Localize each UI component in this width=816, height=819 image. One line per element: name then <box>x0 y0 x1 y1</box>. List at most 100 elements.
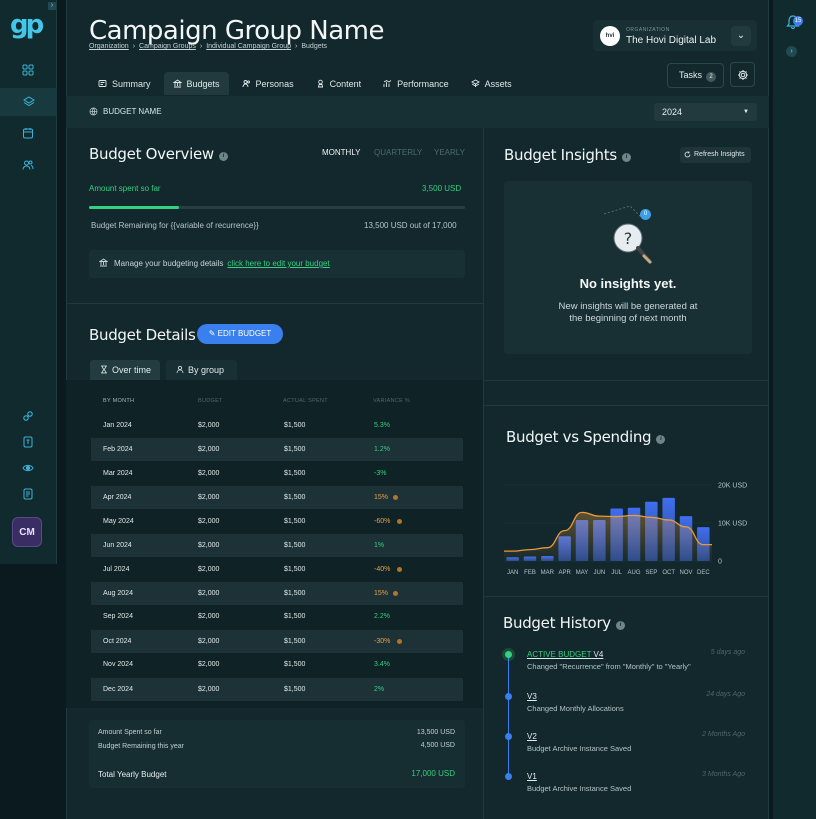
history-dot <box>505 733 512 740</box>
y-tick-label: 20K USD <box>718 483 747 490</box>
manage-budget-banner: Manage your budgeting details click here … <box>89 250 465 278</box>
tab-label: Personas <box>255 78 294 89</box>
info-icon[interactable]: i <box>615 621 625 630</box>
history-version: V1 <box>527 772 537 781</box>
tab-content[interactable]: Content <box>307 72 371 95</box>
section-divider <box>483 405 769 406</box>
page-title: Campaign Group Name <box>89 16 384 46</box>
settings-button[interactable] <box>730 62 755 87</box>
warning-icon <box>396 639 402 644</box>
nav-users[interactable] <box>14 155 42 175</box>
x-tick-label: OCT <box>662 570 675 576</box>
no-insights-title: No insights yet. <box>579 276 677 291</box>
cell-actual: $1,500 <box>284 470 306 477</box>
nav-reports[interactable] <box>14 432 42 452</box>
spending-area <box>504 512 712 561</box>
cell-budget: $2,000 <box>198 446 220 453</box>
cell-variance: -3% <box>374 470 387 477</box>
cell-variance: 15% <box>374 590 389 597</box>
cell-actual: $1,500 <box>284 613 306 620</box>
breadcrumb-organization[interactable]: Organization <box>89 43 129 50</box>
info-icon[interactable]: i <box>621 153 631 162</box>
x-tick-label: NOV <box>679 570 692 576</box>
nav-calendar[interactable] <box>14 123 42 143</box>
history-description: Changed "Recurrence" from "Monthly" to "… <box>527 662 691 671</box>
table-row: Mar 2024 $2,000 $1,500 -3% <box>91 462 463 485</box>
tab-performance[interactable]: Performance <box>374 72 458 95</box>
breadcrumb: Organization › Campaign Groups › Individual … <box>89 43 327 50</box>
total-yearly-budget-value: 17,000 USD <box>411 769 455 778</box>
right-rail-expand-button[interactable]: › <box>786 46 797 57</box>
left-sidebar: gp › CM <box>0 0 57 564</box>
edit-budget-link[interactable]: click here to edit your budget <box>227 259 330 268</box>
period-monthly[interactable]: MONTHLY <box>322 148 361 157</box>
content-icon <box>317 79 323 88</box>
breadcrumb-campaign-group[interactable]: Individual Campaign Group <box>206 43 292 50</box>
cell-month: Jan 2024 <box>103 422 132 429</box>
notes-icon <box>23 488 33 500</box>
cell-variance: 1% <box>374 542 385 549</box>
budget-vs-spending-chart: 20K USD 10K USD 0 JAN FEB MAR APR MAY JUN JUL AUG S… <box>504 483 747 576</box>
history-version-link[interactable]: V1 <box>527 772 537 781</box>
tab-assets[interactable]: Assets <box>462 72 521 95</box>
cell-budget: $2,000 <box>198 661 220 668</box>
history-version-link[interactable]: V2 <box>527 732 537 741</box>
nav-notes[interactable] <box>14 484 42 504</box>
tab-personas[interactable]: Personas <box>233 72 303 95</box>
table-row: Feb 2024 $2,000 $1,500 1.2% <box>91 438 463 461</box>
subtab-by-group[interactable]: By group <box>166 360 237 380</box>
nav-dashboard[interactable] <box>14 60 42 80</box>
budget-remaining-label: Budget Remaining for {{variable of recur… <box>91 221 259 230</box>
info-icon[interactable]: i <box>218 152 228 161</box>
edit-budget-button[interactable]: ✎ EDIT BUDGET <box>197 324 283 344</box>
cell-variance: 5.3% <box>374 422 390 429</box>
tasks-button[interactable]: Tasks 2 <box>667 63 724 88</box>
year-select[interactable]: 2024 ▼ <box>654 103 757 121</box>
organization-switcher[interactable]: hvi ORGANIZATION The Hovi Digital Lab <box>593 20 757 51</box>
period-quarterly[interactable]: QUARTERLY <box>374 148 423 157</box>
total-yearly-budget-label: Total Yearly Budget <box>98 770 167 779</box>
organization-dropdown-button[interactable]: ⌄ <box>731 26 751 46</box>
tasks-label: Tasks <box>679 70 703 80</box>
history-dot <box>505 773 512 780</box>
notification-count-badge: 15 <box>793 16 803 26</box>
users-icon <box>22 160 34 170</box>
summary-spent-value: 13,500 USD <box>416 729 455 736</box>
x-tick-label: FEB <box>524 570 536 576</box>
nav-campaigns[interactable] <box>0 88 57 116</box>
summary-remaining-label: Budget Remaining this year <box>98 743 184 750</box>
no-insights-magnifier-icon: ? <box>603 205 652 264</box>
refresh-insights-button[interactable]: Refresh Insights <box>680 147 751 163</box>
personas-icon <box>242 80 250 88</box>
chevron-down-icon: ⌄ <box>736 30 746 41</box>
history-version-link[interactable]: ACTIVE BUDGET V4 <box>527 650 603 659</box>
cell-budget: $2,000 <box>198 638 220 645</box>
cell-variance: 1.2% <box>374 446 390 453</box>
budget-name-bar <box>66 96 769 128</box>
app-logo[interactable]: gp <box>10 10 44 40</box>
subtab-over-time[interactable]: Over time <box>90 360 160 380</box>
gear-icon <box>737 69 748 80</box>
tab-budgets[interactable]: Budgets <box>163 72 229 95</box>
calendar-icon <box>23 128 33 139</box>
period-yearly[interactable]: YEARLY <box>434 148 465 157</box>
x-tick-label: SEP <box>645 570 657 576</box>
sidebar-expand-button[interactable]: › <box>48 2 56 10</box>
info-icon[interactable]: i <box>656 435 666 444</box>
user-avatar[interactable]: CM <box>12 517 42 547</box>
bank-icon <box>172 79 182 88</box>
cell-actual: $1,500 <box>284 661 306 668</box>
history-time: 3 Months Ago <box>702 771 745 778</box>
organization-logo: hvi <box>600 26 620 46</box>
tab-summary[interactable]: Summary <box>89 72 160 95</box>
warning-icon <box>392 591 398 596</box>
cell-variance: 2.2% <box>374 613 390 620</box>
nav-preview[interactable] <box>14 458 42 478</box>
budget-progress-fill <box>89 206 180 209</box>
history-version: V3 <box>527 692 537 701</box>
nav-links[interactable] <box>14 406 42 426</box>
history-version-link[interactable]: V3 <box>527 692 537 701</box>
breadcrumb-campaign-groups[interactable]: Campaign Groups <box>139 43 196 50</box>
history-title-text: Budget History <box>503 614 611 632</box>
